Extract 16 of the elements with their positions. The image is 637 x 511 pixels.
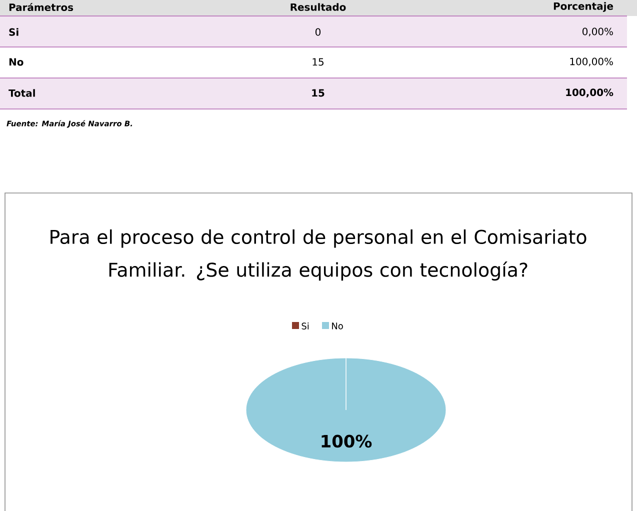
- data-label: 100%: [322, 434, 372, 448]
- text: No: [9, 58, 24, 66]
- chart-title: Para el proceso de control de personal en el Comisariato Familiar. ¿Se utiliza equipos con tecnología?: [50, 229, 586, 281]
- text: Si: [9, 28, 18, 36]
- legend-label: No: [332, 322, 343, 330]
- text: 15: [312, 89, 324, 97]
- text: Parámetros: [9, 2, 74, 12]
- text: Total: [8, 89, 35, 97]
- text: 15: [312, 58, 324, 66]
- text: 100,00%: [570, 58, 613, 66]
- text: 100,00%: [566, 88, 614, 98]
- text: 0,00%: [582, 28, 613, 36]
- text: Resultado: [290, 3, 346, 11]
- text: 0: [315, 28, 321, 36]
- legend-label: Si: [302, 322, 309, 330]
- text: Porcentaje: [554, 2, 614, 12]
